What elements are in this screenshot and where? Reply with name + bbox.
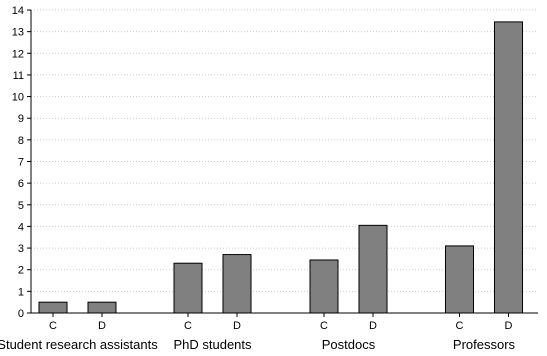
x-tick-label: D xyxy=(505,320,513,332)
y-tick-label: 1 xyxy=(18,286,24,298)
y-tick-label: 9 xyxy=(18,113,24,125)
bar-student-research-assistants-d xyxy=(87,301,117,314)
x-tick-label: C xyxy=(184,320,192,332)
bar-student-research-assistants-c xyxy=(38,301,68,314)
bar-postdocs-c xyxy=(309,259,339,314)
group-label: Postdocs xyxy=(322,337,376,352)
x-tick-label: C xyxy=(320,320,328,332)
x-tick-label: D xyxy=(233,320,241,332)
x-tick-label: C xyxy=(49,320,57,332)
y-tick-label: 8 xyxy=(18,135,24,147)
bar-phd-students-d xyxy=(222,254,252,314)
bar-professors-c xyxy=(445,245,474,314)
bar-professors-d xyxy=(494,21,523,314)
y-tick-label: 4 xyxy=(18,221,24,233)
grid-lines xyxy=(31,9,538,292)
y-tick-label: 7 xyxy=(18,157,24,169)
y-tick-label: 14 xyxy=(12,5,24,17)
bars xyxy=(38,21,523,314)
bar-postdocs-d xyxy=(358,224,388,314)
x-tick-label: D xyxy=(98,320,106,332)
x-tick-label: D xyxy=(369,320,377,332)
y-tick-label: 11 xyxy=(13,70,24,82)
y-tick-label: 3 xyxy=(18,243,24,255)
y-tick-label: 10 xyxy=(12,92,24,104)
axes xyxy=(27,9,538,317)
y-tick-label: 0 xyxy=(18,308,24,320)
y-tick-label: 6 xyxy=(18,178,24,190)
x-tick-label: C xyxy=(456,320,464,332)
bar-phd-students-c xyxy=(173,262,203,314)
group-labels: Student research assistants PhD students P… xyxy=(0,337,516,352)
group-label: PhD students xyxy=(173,337,252,352)
y-tick-label: 12 xyxy=(12,48,24,60)
y-tick-label: 13 xyxy=(12,27,24,39)
group-label: Professors xyxy=(453,337,516,352)
y-tick-label: 2 xyxy=(18,265,24,277)
y-tick-label: 5 xyxy=(18,200,24,212)
group-label: Student research assistants xyxy=(0,337,158,352)
